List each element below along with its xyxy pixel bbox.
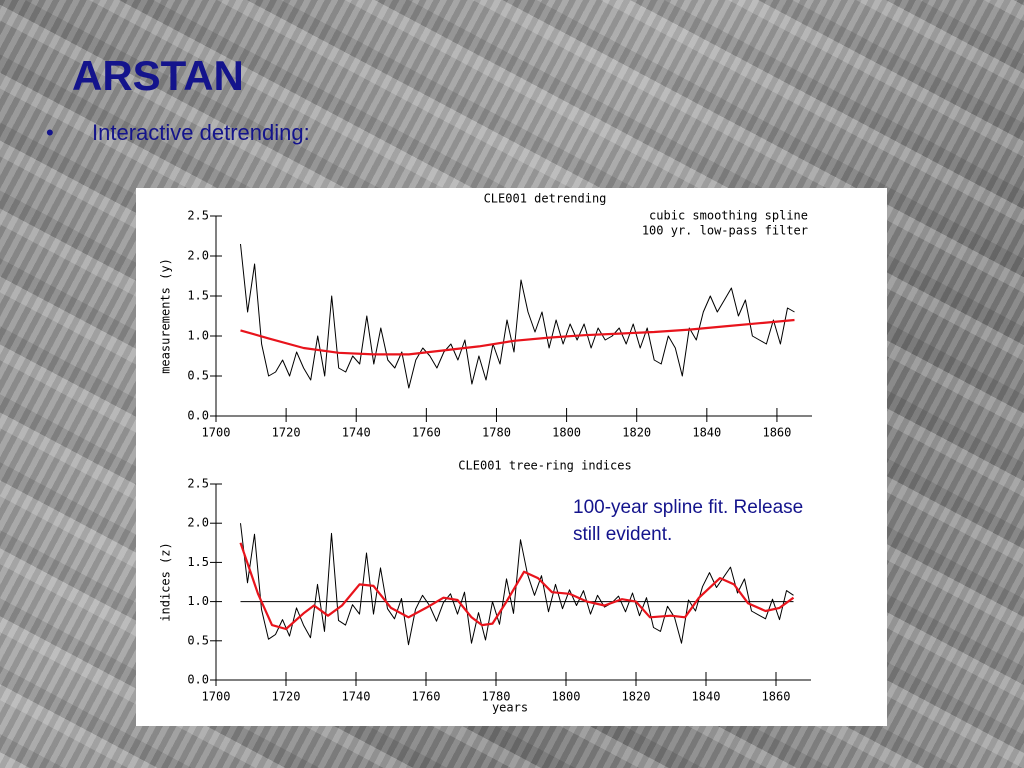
x-tick-label: 1840 — [692, 690, 721, 704]
note-line: 100-year spline fit. Release — [573, 497, 804, 518]
bullet: • — [46, 120, 54, 145]
x-tick-label: 1720 — [272, 690, 301, 704]
y-tick-label: 0.5 — [187, 369, 209, 383]
x-tick-label: 1860 — [762, 690, 791, 704]
slide-title: ARSTAN — [72, 52, 244, 99]
annotation: 100-year spline fit. Release still evide… — [573, 494, 803, 548]
x-tick-label: 1820 — [622, 690, 651, 704]
x-tick-label: 1820 — [622, 426, 651, 440]
x-tick-label: 1800 — [552, 690, 581, 704]
y-tick-label: 1.0 — [187, 594, 209, 608]
data-line — [240, 318, 795, 356]
data-line — [240, 243, 795, 389]
y-tick-label: 1.0 — [187, 329, 209, 343]
data-line — [240, 523, 794, 646]
chart-panel — [136, 188, 887, 726]
note-line: still evident. — [573, 524, 673, 545]
x-tick-label: 1860 — [762, 426, 791, 440]
x-tick-label: 1760 — [412, 426, 441, 440]
x-tick-label: 1700 — [202, 426, 231, 440]
y-tick-label: 1.5 — [187, 555, 209, 569]
annotation: cubic smoothing spline — [649, 209, 808, 223]
y-axis-label: indices (z) — [159, 542, 173, 621]
annotation: 100 yr. low-pass filter — [642, 224, 808, 238]
y-tick-label: 0.0 — [187, 409, 209, 423]
x-tick-label: 1700 — [202, 690, 231, 704]
y-tick-label: 0.0 — [187, 673, 209, 687]
x-tick-label: 1840 — [692, 426, 721, 440]
y-tick-label: 1.5 — [187, 289, 209, 303]
x-tick-label: 1780 — [482, 426, 511, 440]
data-line — [239, 542, 795, 631]
chart-title: CLE001 tree-ring indices — [458, 459, 631, 473]
chart-title: CLE001 detrending — [484, 192, 607, 206]
x-axis-label: years — [492, 701, 528, 715]
x-tick-label: 1760 — [412, 690, 441, 704]
x-tick-label: 1800 — [552, 426, 581, 440]
x-tick-label: 1780 — [482, 690, 511, 704]
y-tick-label: 2.0 — [187, 516, 209, 530]
x-tick-label: 1740 — [342, 426, 371, 440]
y-tick-label: 2.5 — [187, 477, 209, 491]
y-tick-label: 0.5 — [187, 633, 209, 647]
y-axis-label: measurements (y) — [159, 258, 173, 374]
x-tick-label: 1740 — [342, 690, 371, 704]
x-tick-label: 1720 — [272, 426, 301, 440]
y-tick-label: 2.0 — [187, 249, 209, 263]
y-tick-label: 2.5 — [187, 209, 209, 223]
bullet-text: Interactive detrending: — [92, 120, 310, 145]
